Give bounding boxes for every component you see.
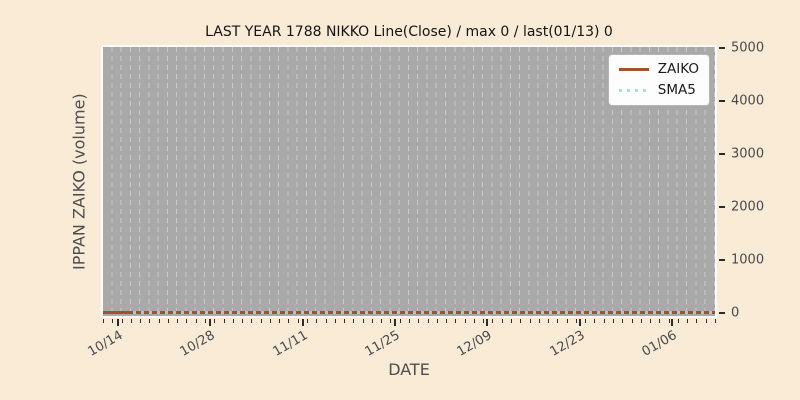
x-minor-tick-mark [186,319,188,323]
x-major-tick-mark [486,319,489,326]
x-minor-tick-mark [195,319,197,323]
x-minor-tick-mark [158,319,160,323]
x-minor-tick-mark [436,319,438,323]
x-minor-tick-mark [631,319,633,323]
x-minor-tick-mark [409,319,410,323]
x-minor-tick-mark [492,319,494,323]
x-minor-tick-mark [483,319,485,323]
x-minor-tick-mark [464,319,466,323]
y-tick-label: 5000 [731,40,765,56]
x-minor-tick-mark [344,319,346,323]
x-minor-tick-mark [205,319,206,323]
x-minor-tick-mark [538,319,540,323]
y-axis-label: IPPAN ZAIKO (volume) [69,93,89,270]
x-minor-tick-mark [594,319,596,323]
x-major-tick-mark [671,319,674,326]
y-tick-label: 2000 [731,199,765,215]
x-minor-tick-mark [269,319,271,323]
y-tick-mark [719,100,725,102]
y-tick-mark [719,47,725,50]
legend-item-sma5: SMA5 [618,81,699,98]
x-minor-tick-mark [121,319,123,323]
x-minor-tick-mark [585,319,587,323]
y-tick-mark [719,205,725,208]
x-minor-tick-mark [650,319,652,323]
y-tick-mark [719,258,725,261]
x-minor-tick-mark [279,319,281,323]
x-major-tick-mark [393,319,396,326]
x-minor-tick-mark [427,319,429,323]
x-minor-tick-mark [112,319,114,323]
x-minor-tick-mark [167,319,169,323]
x-minor-tick-mark [390,319,392,323]
x-minor-tick-mark [668,319,670,323]
sma5-line-series [133,311,715,314]
y-tick-label: 0 [731,305,740,321]
x-minor-tick-mark [251,319,253,323]
x-minor-tick-mark [548,319,550,323]
x-minor-tick-mark [520,319,522,323]
x-major-tick-mark [116,319,119,326]
y-tick-label: 4000 [731,93,765,109]
x-minor-tick-mark [446,319,448,323]
x-minor-tick-mark [640,319,642,323]
x-minor-tick-mark [214,319,216,323]
x-minor-tick-mark [242,319,244,323]
x-minor-tick-mark [223,319,225,323]
x-minor-tick-mark [232,319,234,323]
x-minor-tick-mark [455,319,457,323]
x-minor-tick-mark [371,319,373,323]
x-minor-tick-mark [557,319,559,323]
sma5-line-sample [618,88,649,92]
x-minor-tick-mark [622,319,624,323]
x-minor-tick-mark [260,319,262,323]
legend-item-zaiko: ZAIKO [618,61,699,77]
x-minor-tick-mark [103,319,104,323]
x-minor-tick-mark [705,319,707,323]
x-minor-tick-mark [511,319,512,323]
x-minor-tick-mark [603,319,605,323]
x-axis-label: DATE [388,360,430,379]
y-tick-label: 3000 [731,146,765,162]
x-minor-tick-mark [381,319,383,323]
x-minor-tick-mark [297,319,299,323]
x-minor-tick-mark [575,319,577,323]
y-tick-mark [719,152,725,155]
x-minor-tick-mark [687,319,689,323]
x-minor-tick-mark [529,319,531,323]
plot-area: ZAIKO SMA5 [101,45,717,318]
x-minor-tick-mark [362,319,364,323]
y-tick-label: 1000 [731,252,765,268]
x-minor-tick-mark [696,319,698,323]
x-minor-tick-mark [659,319,661,323]
x-minor-tick-mark [130,319,132,323]
x-minor-tick-mark [473,319,475,323]
x-minor-tick-mark [177,319,179,323]
x-minor-tick-mark [334,319,336,323]
x-minor-tick-mark [140,319,142,323]
x-major-tick-mark [578,319,581,326]
y-tick-mark [719,311,725,314]
legend-label: ZAIKO [657,61,699,77]
x-minor-tick-mark [566,319,568,323]
legend-label: SMA5 [657,81,696,98]
x-minor-tick-mark [307,319,308,323]
x-major-tick-mark [301,319,304,326]
x-minor-tick-mark [501,319,503,323]
x-minor-tick-mark [399,319,401,323]
x-minor-tick-mark [613,319,614,323]
x-minor-tick-mark [149,319,151,323]
x-minor-tick-mark [353,319,355,323]
x-minor-tick-mark [288,319,290,323]
x-minor-tick-mark [715,319,716,323]
legend: ZAIKO SMA5 [607,54,710,106]
chart-title: LAST YEAR 1788 NIKKO Line(Close) / max 0… [205,24,613,40]
x-minor-tick-mark [418,319,420,323]
x-minor-tick-mark [325,319,327,323]
x-major-tick-mark [209,319,212,326]
x-minor-tick-mark [677,319,679,323]
zaiko-line-sample [618,68,649,72]
x-minor-tick-mark [316,319,318,323]
